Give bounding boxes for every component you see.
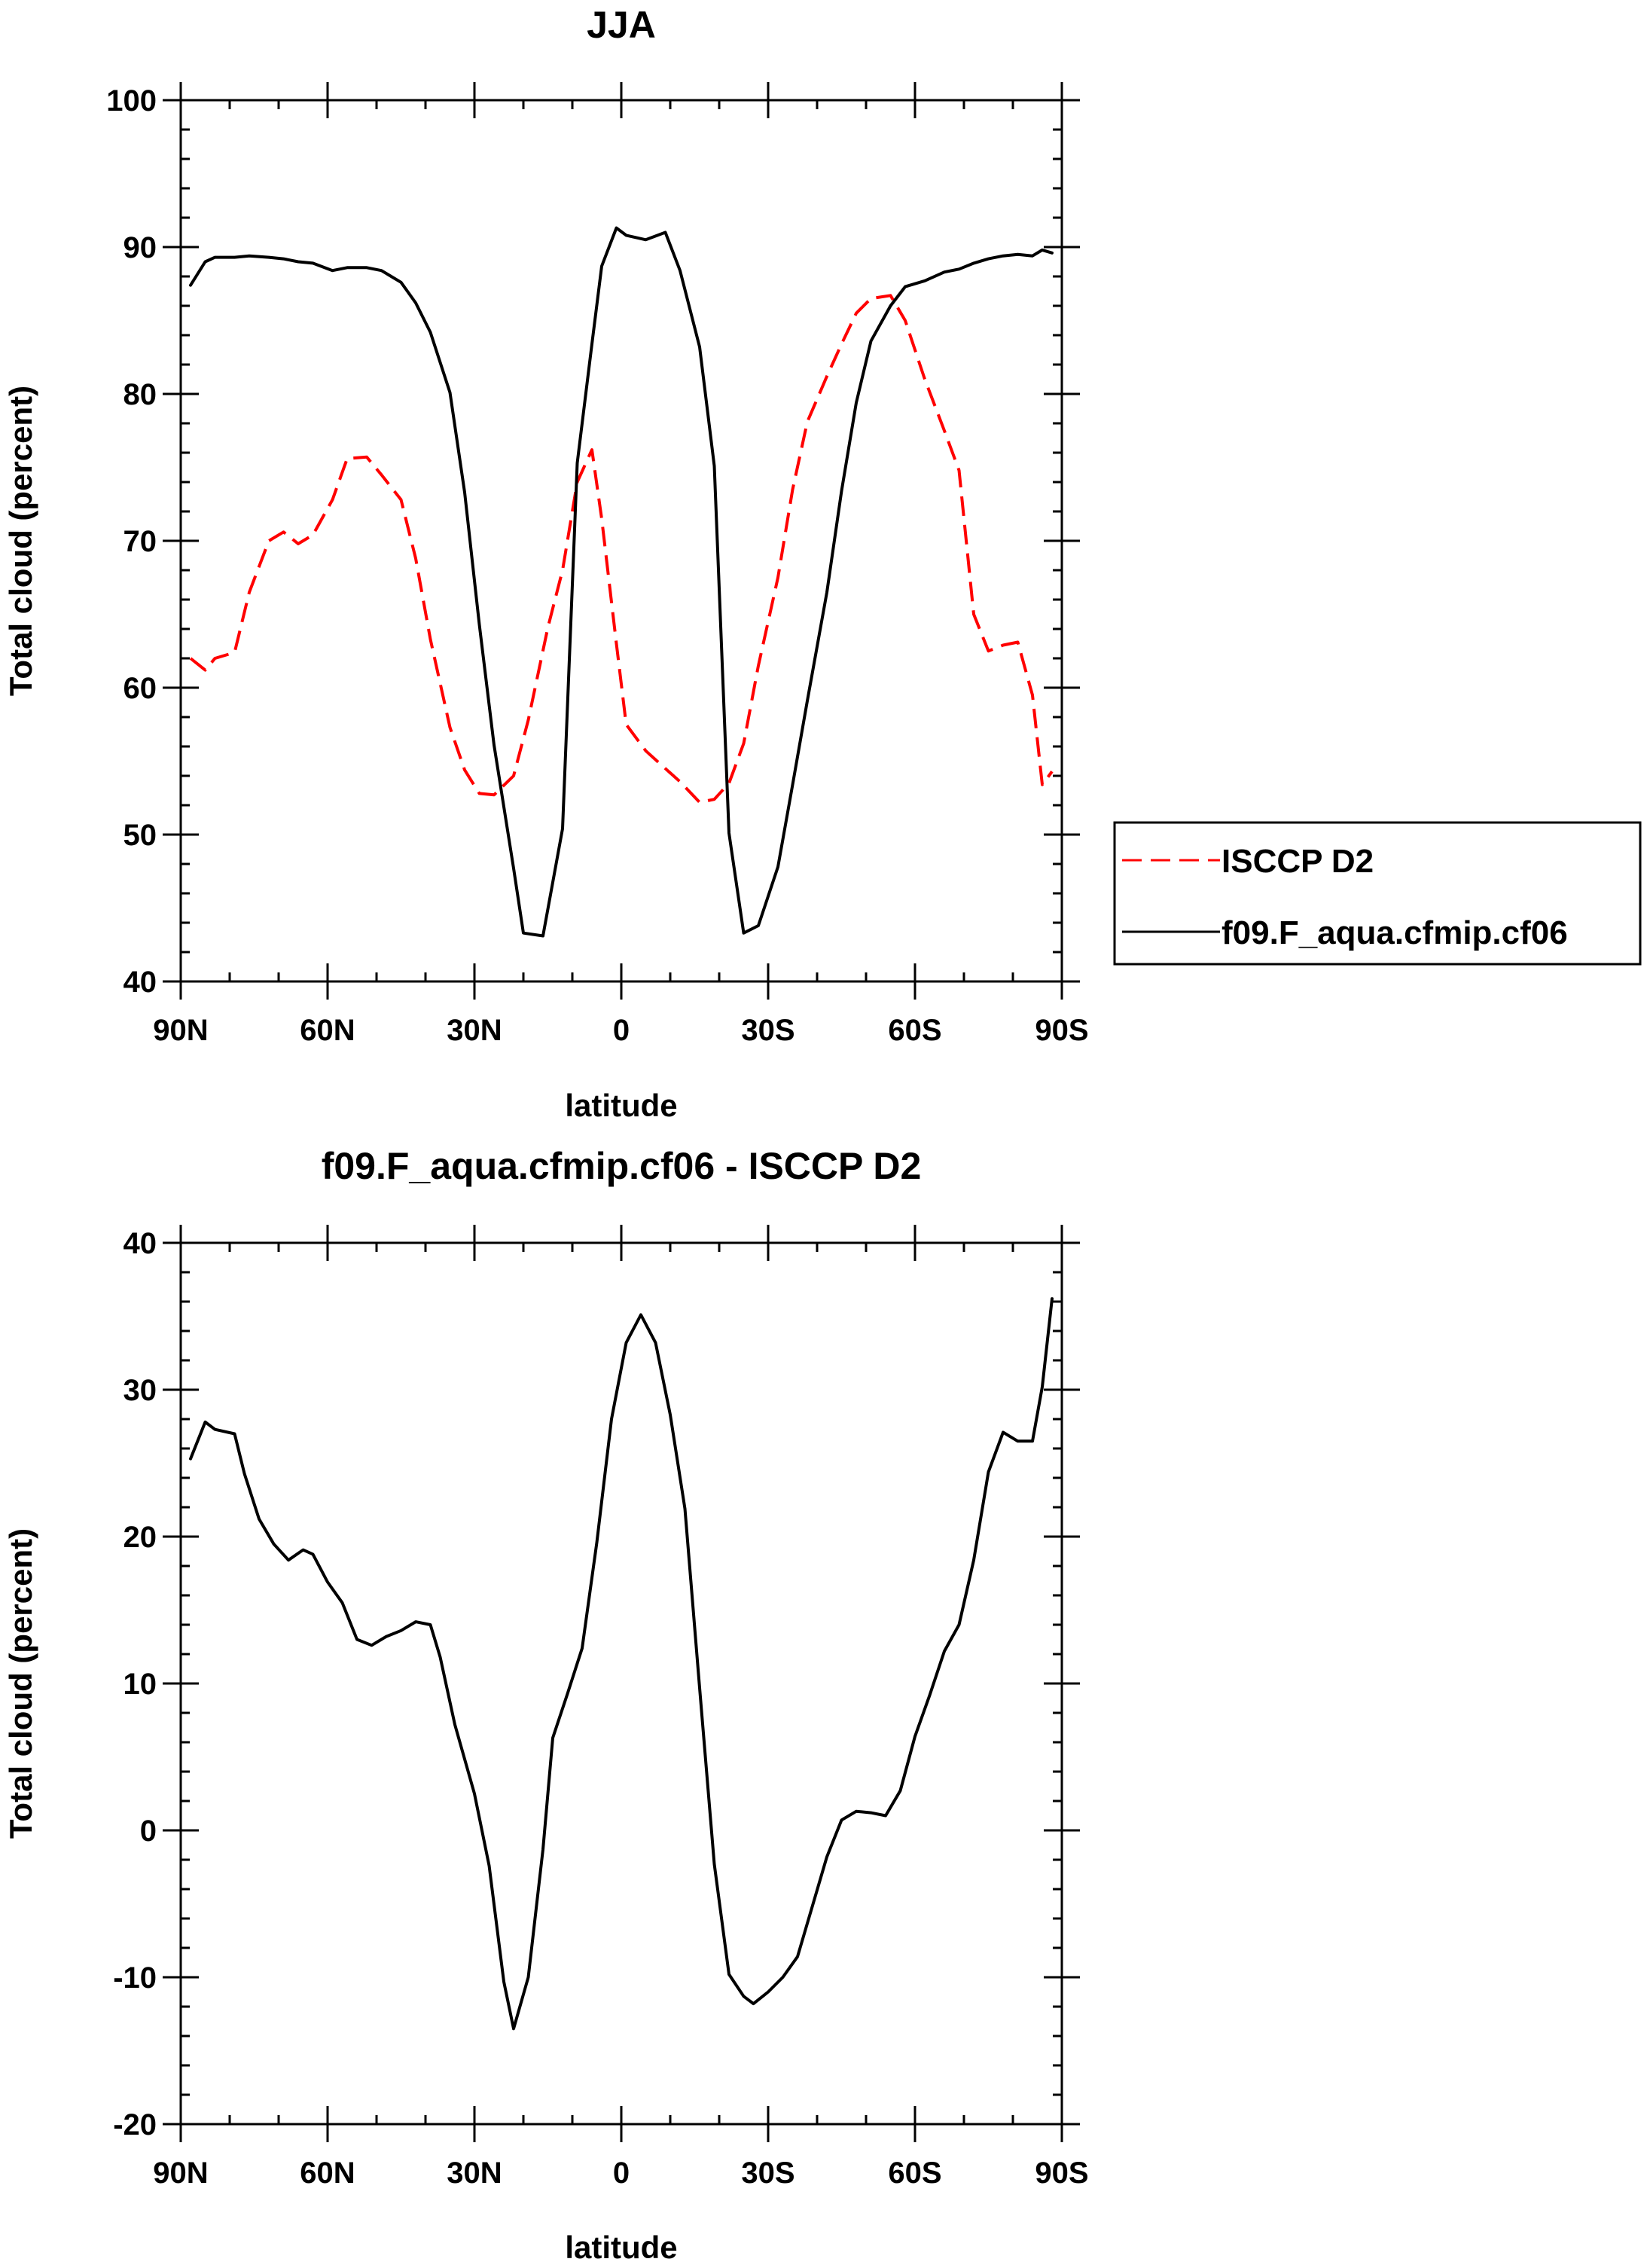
- top-chart-title: JJA: [587, 4, 656, 46]
- y-tick-label: -20: [113, 2108, 157, 2141]
- top-plot-frame: [179, 99, 1063, 983]
- y-tick-label: 90: [124, 231, 157, 264]
- legend: ISCCP D2 f09.F_aqua.cfmip.cf06: [1113, 821, 1642, 966]
- x-tick-label: 30N: [447, 1014, 502, 1047]
- x-tick-label: 60S: [888, 1014, 941, 1047]
- bottom-plot-frame: [179, 1241, 1063, 2126]
- x-tick-label: 0: [613, 1014, 630, 1047]
- bottom-y-axis-label: Total cloud (percent): [3, 1528, 38, 1839]
- y-tick-label: 40: [124, 966, 157, 999]
- bottom-chart-title: f09.F_aqua.cfmip.cf06 - ISCCP D2: [322, 1145, 922, 1187]
- y-tick-label: 70: [124, 525, 157, 558]
- x-tick-label: 90N: [153, 2157, 208, 2190]
- y-tick-label: -10: [113, 1961, 157, 1995]
- legend-label-model: f09.F_aqua.cfmip.cf06: [1221, 914, 1568, 951]
- y-tick-label: 30: [124, 1374, 157, 1407]
- legend-box: [1113, 821, 1642, 966]
- x-tick-label: 90N: [153, 1014, 208, 1047]
- x-tick-label: 60S: [888, 2157, 941, 2190]
- x-tick-label: 90S: [1035, 2157, 1088, 2190]
- y-tick-label: 80: [124, 378, 157, 411]
- x-tick-label: 60N: [300, 1014, 355, 1047]
- y-tick-label: 60: [124, 672, 157, 705]
- x-tick-label: 30S: [741, 2157, 795, 2190]
- x-tick-label: 30S: [741, 1014, 795, 1047]
- x-tick-label: 90S: [1035, 1014, 1088, 1047]
- bottom-y-tick-labels: -20 -10 0 10 20 30 40: [113, 1227, 157, 2141]
- bottom-series-lines: [189, 1297, 1054, 2031]
- bottom-axes-ticks: [163, 1225, 1080, 2142]
- bottom-x-axis-label: latitude: [565, 2230, 677, 2265]
- top-series-lines: [189, 226, 1054, 938]
- top-axes-ticks: [163, 82, 1080, 1000]
- y-tick-label: 20: [124, 1521, 157, 1554]
- x-tick-label: 0: [613, 2157, 630, 2190]
- top-x-tick-labels: 90N 60N 30N 0 30S 60S 90S: [153, 1014, 1088, 1047]
- x-tick-label: 30N: [447, 2157, 502, 2190]
- top-y-tick-labels: 40 50 60 70 80 90 100: [106, 84, 157, 999]
- series-line-isccp-d2: [189, 294, 1054, 804]
- series-line-f09-f-aqua-cfmip-cf06-isccp-d2: [189, 1297, 1054, 2031]
- series-line-f09-f-aqua-cfmip-cf06: [189, 226, 1054, 938]
- y-tick-label: 10: [124, 1668, 157, 1701]
- y-tick-label: 100: [106, 84, 157, 118]
- y-tick-label: 40: [124, 1227, 157, 1260]
- x-tick-label: 60N: [300, 2157, 355, 2190]
- top-y-axis-label: Total cloud (percent): [3, 386, 38, 696]
- y-tick-label: 50: [124, 819, 157, 852]
- bottom-x-tick-labels: 90N 60N 30N 0 30S 60S 90S: [153, 2157, 1088, 2190]
- legend-label-isccp: ISCCP D2: [1221, 843, 1374, 880]
- top-x-axis-label: latitude: [565, 1088, 677, 1123]
- y-tick-label: 0: [140, 1815, 157, 1848]
- bottom-panel: f09.F_aqua.cfmip.cf06 - ISCCP D2 -20 -10 0…: [3, 1145, 1089, 2265]
